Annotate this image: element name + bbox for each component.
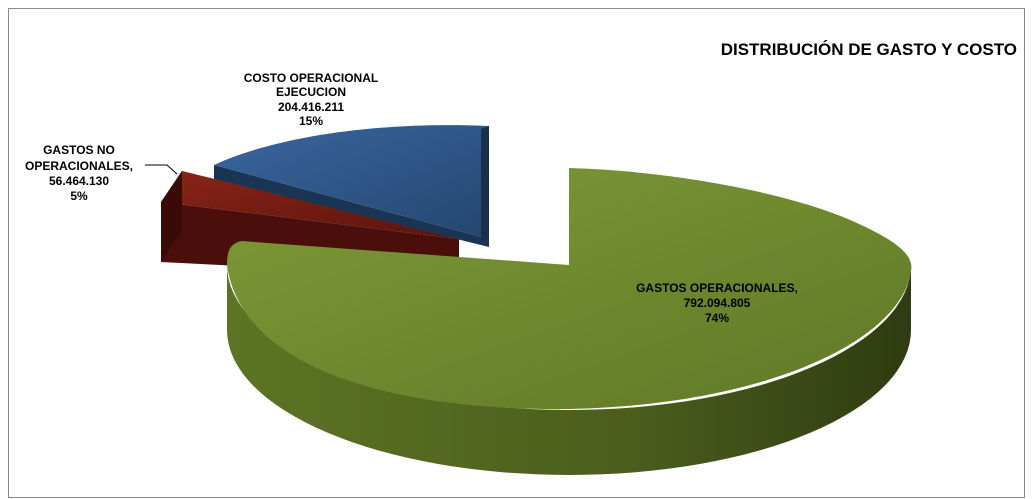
leader-line-gastos-no-operacionales xyxy=(145,164,178,175)
blue-slice-side xyxy=(214,165,489,247)
label-line: 74% xyxy=(705,311,729,325)
red-slice-top xyxy=(161,171,459,239)
green-slice-side xyxy=(227,265,911,475)
label-line: 56.464.130 xyxy=(49,174,109,188)
chart-frame: DISTRIBUCIÓN DE GASTO Y COSTO COSTO OPER… xyxy=(8,8,1025,498)
pie-slice-costo-operacional xyxy=(214,125,489,247)
red-slice-edge xyxy=(161,171,182,262)
label-line: 792.094.805 xyxy=(684,296,751,310)
green-slice-top xyxy=(227,168,912,410)
pie-chart: DISTRIBUCIÓN DE GASTO Y COSTO COSTO OPER… xyxy=(25,40,1017,475)
pie-slice-gastos-operacionales xyxy=(227,168,912,475)
label-gastos-operacionales: GASTOS OPERACIONALES, 792.094.805 74% xyxy=(636,281,798,325)
label-line: 204.416.211 xyxy=(278,100,344,114)
label-line: 5% xyxy=(70,189,88,203)
label-gastos-no-operacionales: GASTOS NO OPERACIONALES, 56.464.130 5% xyxy=(25,143,133,203)
label-costo-operacional: COSTO OPERACIONAL EJECUCION 204.416.211 … xyxy=(244,71,378,128)
blue-slice-face xyxy=(481,126,489,241)
label-line: 15% xyxy=(299,114,323,128)
label-line: OPERACIONALES, xyxy=(25,159,133,173)
blue-slice-top xyxy=(214,125,489,239)
label-line: GASTOS OPERACIONALES, xyxy=(636,281,798,295)
chart-title: DISTRIBUCIÓN DE GASTO Y COSTO xyxy=(721,40,1017,59)
label-line: COSTO OPERACIONAL xyxy=(244,71,378,85)
label-line: GASTOS NO xyxy=(43,143,115,157)
label-line: EJECUCION xyxy=(276,85,346,99)
